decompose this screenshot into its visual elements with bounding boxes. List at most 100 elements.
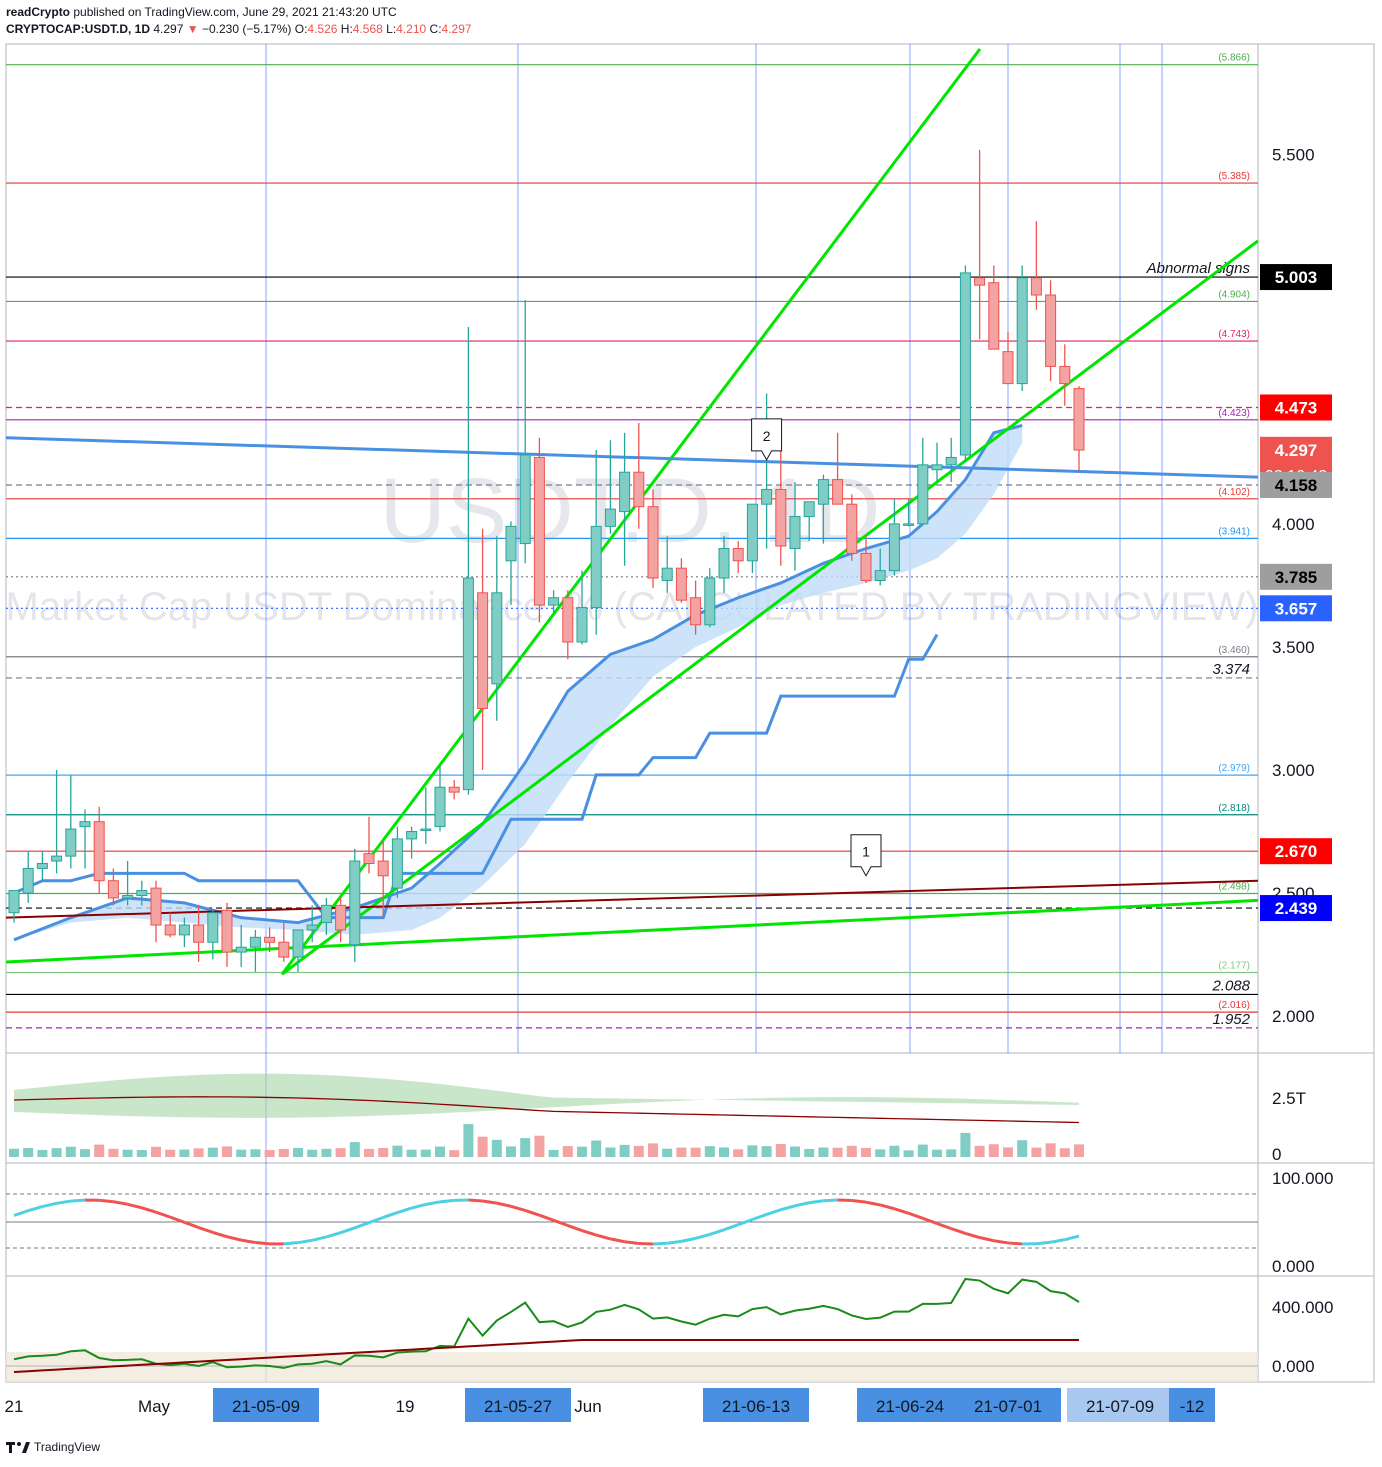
stoch-line-seg: [425, 1200, 441, 1206]
stoch-line-seg: [99, 1198, 114, 1204]
stoch-line-seg: [610, 1237, 625, 1244]
stoch-line-seg: [113, 1200, 128, 1206]
y-tick-label: 5.500: [1272, 146, 1315, 165]
stoch-line-seg: [737, 1218, 753, 1227]
stoch-line-seg: [155, 1210, 171, 1219]
volume-bar: [790, 1146, 800, 1157]
candle-body: [704, 577, 716, 626]
volume-bar: [179, 1149, 190, 1157]
y-tick-label: 4.000: [1272, 515, 1315, 534]
volume-bar: [420, 1149, 431, 1157]
stoch-line-seg: [624, 1240, 639, 1245]
candle-body: [647, 506, 659, 579]
candle-body: [36, 863, 48, 869]
volume-bar: [662, 1148, 673, 1157]
stoch-line-seg: [794, 1201, 810, 1208]
candle-body: [959, 272, 971, 456]
stoch-line-seg: [411, 1203, 427, 1210]
volume-bar: [392, 1145, 403, 1157]
candle-body: [462, 577, 474, 791]
callout-markers: 12: [751, 418, 882, 877]
candle-body: [860, 552, 872, 581]
volume-bar: [193, 1148, 204, 1157]
price-change: −0.230 (−5.17%): [201, 22, 292, 36]
candle-body: [150, 887, 162, 926]
volume-bar: [832, 1147, 843, 1157]
volume-bar: [562, 1146, 573, 1157]
candle-body: [817, 479, 829, 505]
price-tag-label: 3.785: [1275, 568, 1318, 587]
candle-body: [193, 924, 205, 943]
volume-bar: [349, 1142, 360, 1157]
signal-line: [13, 1339, 1079, 1373]
candle-body: [349, 860, 361, 946]
level-label: (2.818): [1218, 803, 1250, 814]
chart-frame: [5, 43, 1375, 1383]
price-tags: 5.0034.4734.29702:16:424.1583.7853.6572.…: [1260, 264, 1332, 922]
trendline-support: [5, 879, 1259, 919]
time-axis[interactable]: 21 May 21-05-09 19 21-05-27 Jun 21-06-13 21-06-…: [5, 1388, 1215, 1422]
candle-body: [491, 592, 503, 685]
volume-bar: [80, 1149, 90, 1157]
candle-body: [576, 607, 588, 643]
level-label: (4.423): [1218, 408, 1250, 419]
x-tick-label: 21: [5, 1397, 24, 1416]
price-tag-label: 4.297: [1275, 441, 1318, 460]
volume-bar: [250, 1149, 261, 1157]
candle-body: [533, 456, 545, 606]
volume-bar: [704, 1146, 715, 1157]
watermark-description: Market Cap USDT Dominance, % (CALCULATED…: [6, 585, 1259, 629]
candle-body: [335, 904, 347, 931]
level-label: (2.498): [1218, 882, 1250, 893]
stoch-line-seg: [183, 1220, 200, 1229]
stoch-line-seg: [908, 1211, 924, 1220]
level-label: Abnormal signs: [1146, 260, 1251, 277]
volume-band: [14, 1073, 1079, 1118]
volume-tick: 2.5T: [1272, 1089, 1306, 1108]
candle-body: [235, 946, 247, 953]
volume-bar: [719, 1147, 729, 1157]
stoch-line-seg: [1064, 1234, 1080, 1242]
stoch-line-seg: [198, 1226, 214, 1234]
level-label: (5.866): [1218, 53, 1250, 64]
level-label: 3.374: [1212, 661, 1250, 678]
cloud-area: [14, 425, 1023, 940]
candle-body: [292, 929, 304, 958]
volume-bar: [548, 1149, 559, 1157]
publisher-name[interactable]: readCrypto: [6, 5, 71, 19]
stoch-line-seg: [922, 1216, 938, 1225]
x-tick-label: 19: [396, 1397, 415, 1416]
candle-body: [505, 525, 517, 562]
horizontal-levels: (5.866) (5.385) Abnormal signs (4.904) (4.74…: [6, 53, 1258, 1029]
time-tag-bg: [857, 1388, 963, 1422]
candle-body: [477, 592, 489, 709]
volume-bar: [378, 1148, 389, 1157]
stoch-tick: 0.000: [1272, 1257, 1315, 1276]
y-tick-label: 2.000: [1272, 1007, 1315, 1026]
stoch-line-seg: [368, 1216, 384, 1225]
price-tag-label: 4.473: [1275, 398, 1318, 417]
chart-border: [5, 43, 1375, 1383]
stoch-line-seg: [468, 1198, 483, 1203]
candle-body: [65, 828, 77, 857]
level-label: (3.460): [1218, 645, 1250, 656]
stoch-line-seg: [141, 1206, 157, 1214]
candle-body: [661, 567, 673, 581]
candle-body: [874, 570, 886, 581]
volume-bar: [974, 1145, 985, 1157]
stoch-line-seg: [283, 1241, 299, 1246]
stoch-line-seg: [1050, 1238, 1066, 1244]
callout-label: 2: [763, 428, 771, 444]
stoch-line-seg: [780, 1204, 796, 1212]
callout-bubble: [850, 834, 882, 877]
volume-bar: [293, 1148, 303, 1157]
stoch-line-seg: [127, 1202, 143, 1210]
volume-bar: [1003, 1147, 1013, 1157]
volume-bar: [1045, 1143, 1056, 1157]
volume-panel: 2.5T 0: [9, 1073, 1306, 1164]
candle-body: [22, 867, 34, 894]
candle-body: [619, 471, 631, 513]
stoch-line-seg: [297, 1238, 313, 1245]
stoch-line-seg: [325, 1231, 342, 1239]
